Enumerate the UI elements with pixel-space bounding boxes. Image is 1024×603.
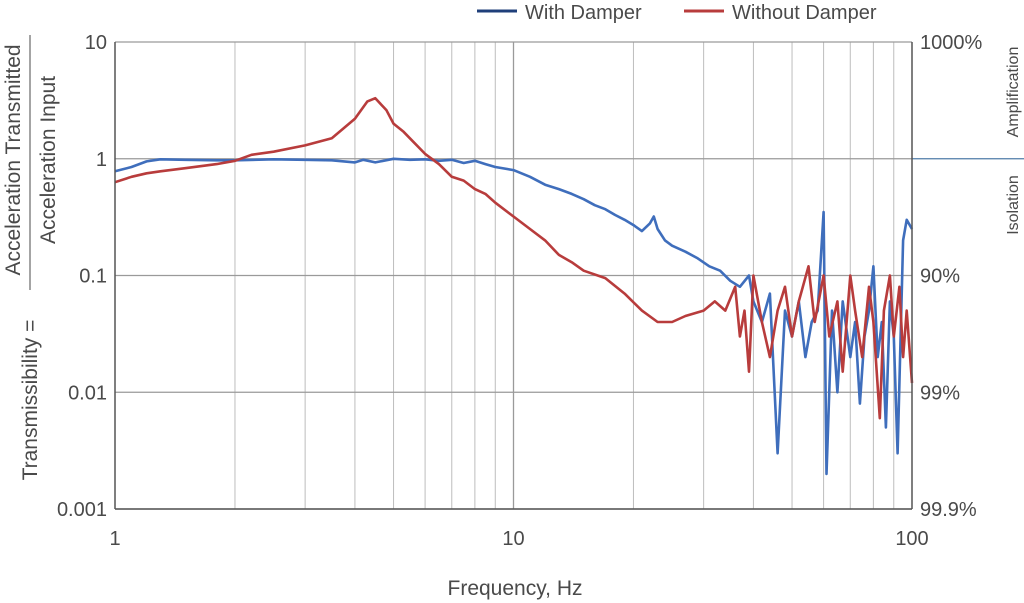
series-lines (114, 96, 914, 476)
tick-labels: 1 10 100 10 1 0.1 0.01 0.001 1000% 90% 99% 99.9% (57, 32, 983, 550)
right-tick-label: 1000% (920, 32, 982, 54)
amplification-label: Amplification (1005, 47, 1022, 138)
x-tick-label: 100 (895, 528, 928, 550)
y-tick-label: 1 (96, 149, 107, 171)
x-tick-label: 1 (109, 528, 120, 550)
y-tick-label: 0.1 (79, 266, 107, 288)
y-axis-label: Transmissibility = Acceleration Transmit… (2, 35, 60, 480)
y-tick-label: 10 (85, 32, 107, 54)
isolation-label: Isolation (1005, 175, 1022, 235)
y-tick-label: 0.01 (68, 382, 107, 404)
series-line-without-damper (114, 96, 914, 420)
x-tick-label: 10 (502, 528, 524, 550)
right-tick-label: 99.9% (920, 499, 977, 521)
series-line-with-damper (114, 157, 914, 476)
ylabel-denominator: Acceleration Input (37, 76, 60, 244)
legend-label-without-damper: Without Damper (732, 2, 877, 24)
x-axis-label: Frequency, Hz (448, 577, 583, 600)
right-tick-label: 90% (920, 266, 960, 288)
right-tick-label: 99% (920, 382, 960, 404)
ylabel-numerator: Acceleration Transmitted (2, 44, 25, 275)
legend-label-with-damper: With Damper (525, 2, 642, 24)
y-tick-label: 0.001 (57, 499, 107, 521)
legend: With Damper Without Damper (477, 2, 877, 24)
ylabel-prefix: Transmissibility = (19, 320, 42, 481)
grid (115, 41, 912, 510)
